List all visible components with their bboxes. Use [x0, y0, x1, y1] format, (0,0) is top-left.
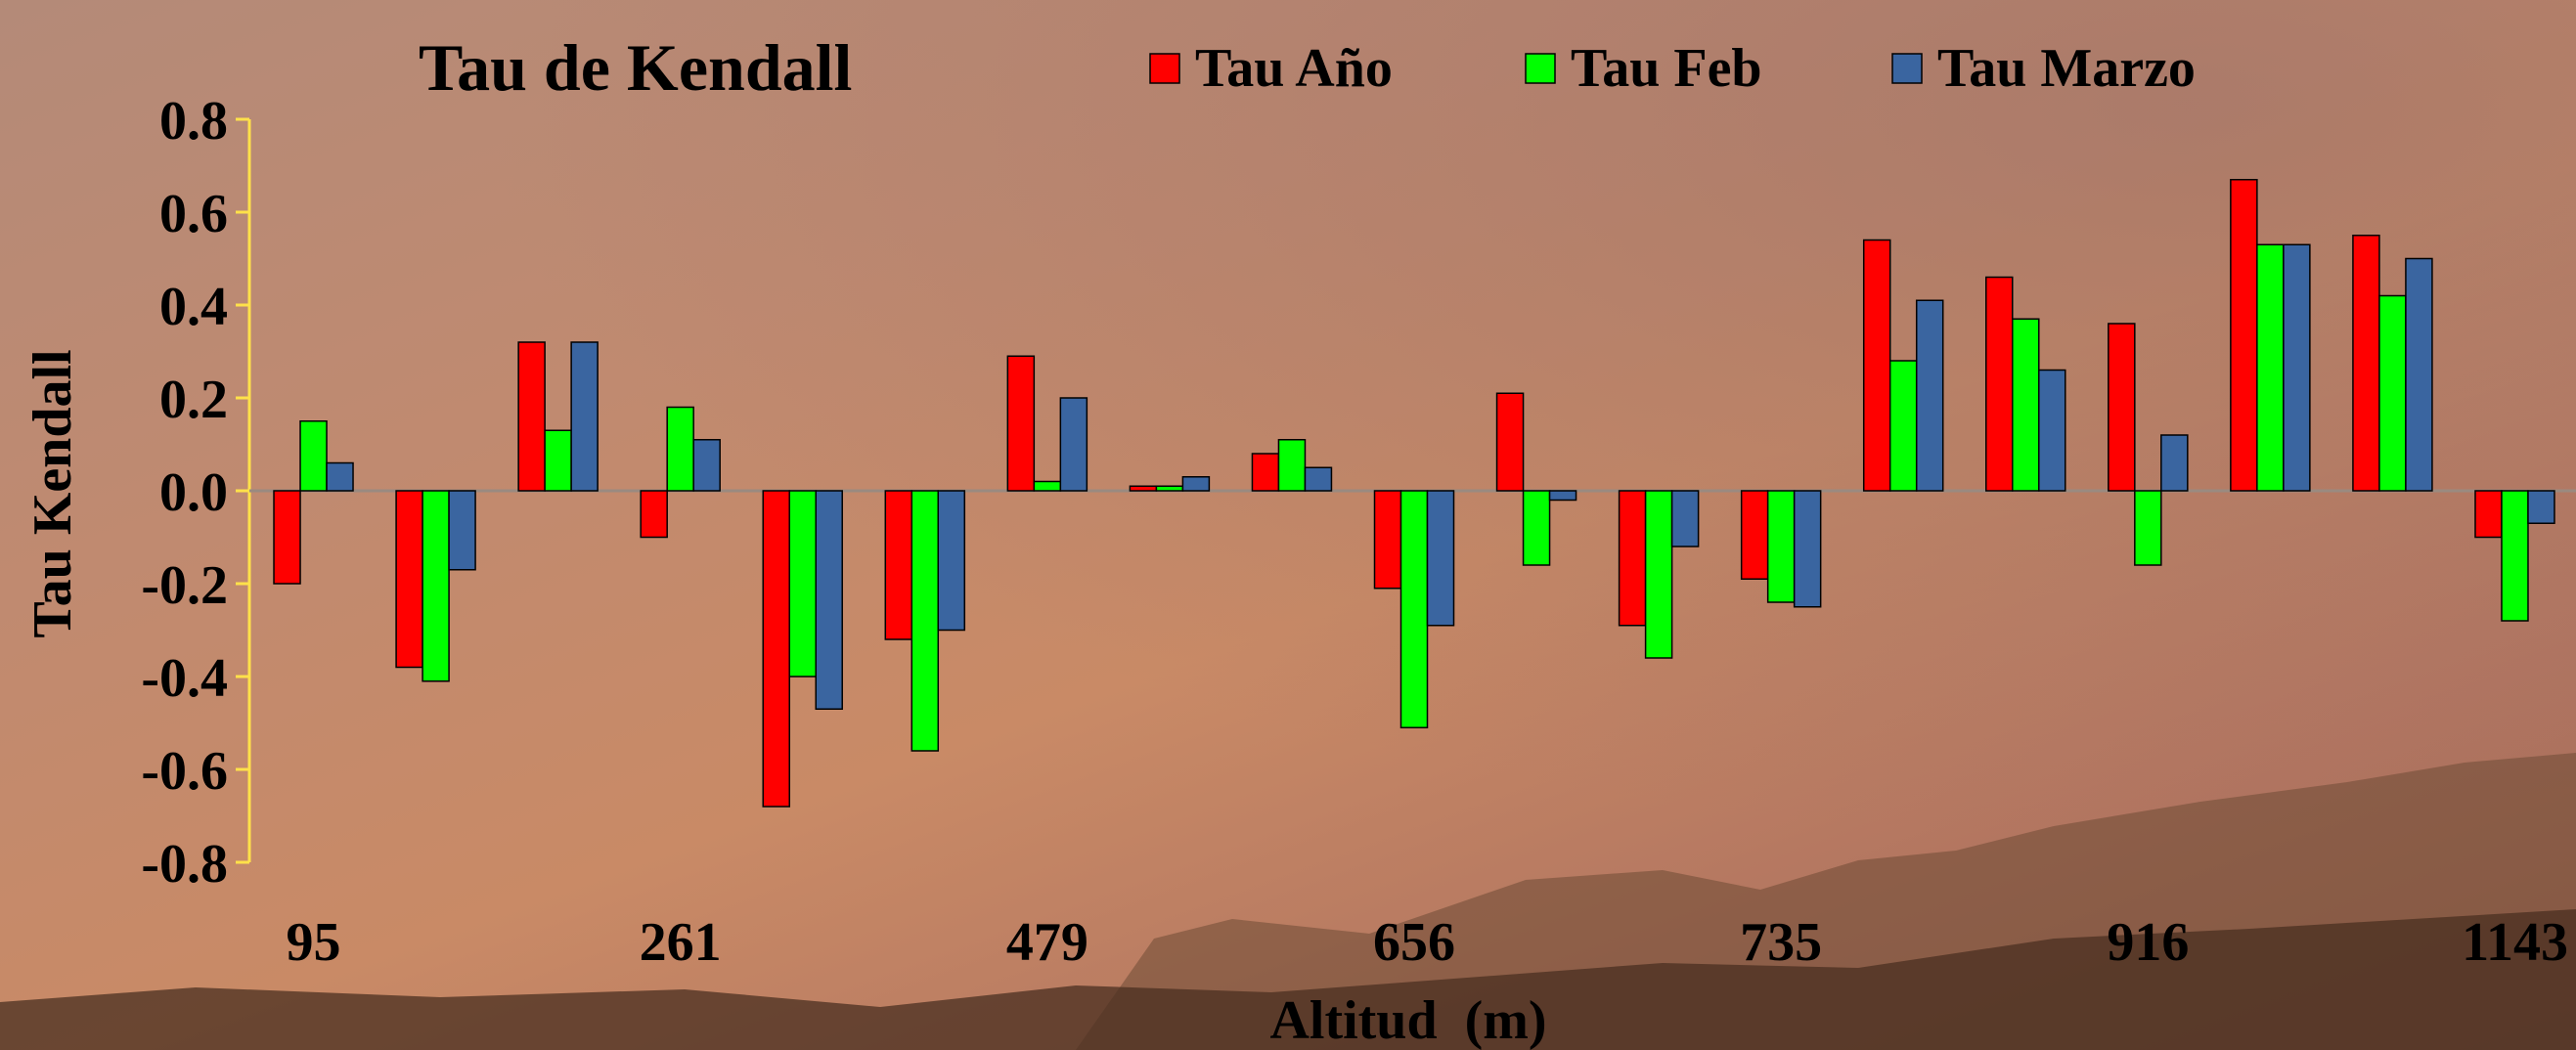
x-tick-label: 1143 [2462, 912, 2568, 973]
bar-tau-marzo-3 [692, 439, 721, 492]
bar-tau-feb-8 [1277, 439, 1307, 492]
y-tick-label: 0.0 [159, 462, 228, 523]
bar-tau-marzo-7 [1181, 476, 1211, 492]
legend-swatch [1891, 53, 1923, 84]
x-tick-label: 261 [640, 912, 722, 973]
bar-tau-feb-16 [2256, 243, 2285, 492]
y-tick-label: 0.4 [159, 277, 228, 337]
x-tick-label: 479 [1006, 912, 1088, 973]
bar-tau-feb-13 [1888, 360, 1918, 492]
y-tick-label: -0.4 [141, 648, 228, 709]
chart-title: Tau de Kendall [419, 30, 852, 105]
bar-tau-marzo-15 [2160, 434, 2189, 492]
bar-tau-a-o-1 [395, 490, 423, 669]
legend-swatch [1149, 53, 1180, 84]
bar-tau-a-o-17 [2352, 235, 2380, 492]
bar-tau-marzo-1 [448, 490, 476, 571]
x-tick-label: 656 [1373, 912, 1455, 973]
bar-tau-feb-7 [1155, 485, 1184, 492]
bar-tau-marzo-10 [1548, 490, 1577, 502]
bar-tau-a-o-13 [1862, 239, 1891, 492]
bar-tau-a-o-16 [2230, 179, 2258, 492]
bar-tau-marzo-16 [2283, 243, 2311, 492]
y-tick-label: 0.8 [159, 91, 228, 152]
legend-swatch [1525, 53, 1556, 84]
background-ridge [0, 909, 2576, 1050]
bar-tau-marzo-6 [1059, 397, 1088, 492]
bar-tau-marzo-4 [815, 490, 843, 710]
bar-tau-marzo-17 [2405, 257, 2433, 492]
bar-tau-a-o-10 [1495, 392, 1525, 492]
bar-tau-feb-1 [422, 490, 450, 682]
bar-tau-feb-14 [2012, 318, 2040, 492]
bar-tau-marzo-5 [937, 490, 966, 632]
bar-tau-feb-9 [1399, 490, 1429, 728]
bar-tau-marzo-11 [1670, 490, 1700, 547]
bar-tau-a-o-15 [2108, 323, 2136, 492]
bar-tau-a-o-3 [640, 490, 668, 539]
y-tick-label: -0.8 [141, 834, 228, 895]
bar-tau-feb-0 [299, 420, 328, 492]
bar-tau-a-o-5 [884, 490, 913, 640]
legend-label: Tau Feb [1571, 38, 1762, 99]
x-tick-label: 95 [287, 912, 341, 973]
bar-tau-feb-17 [2378, 294, 2407, 492]
bar-tau-a-o-12 [1740, 490, 1769, 580]
x-axis-label: Altitud (m) [1269, 990, 1546, 1050]
bar-tau-feb-6 [1033, 480, 1062, 492]
bar-tau-a-o-0 [273, 490, 301, 585]
bar-tau-feb-5 [910, 490, 940, 752]
legend-label: Tau Año [1195, 38, 1393, 99]
bar-tau-a-o-4 [762, 490, 790, 808]
legend: Tau Año Tau Feb Tau Marzo [1149, 38, 2196, 99]
y-tick-label: 0.2 [159, 370, 228, 430]
bar-tau-marzo-2 [570, 341, 599, 492]
bar-tau-a-o-7 [1129, 485, 1158, 492]
bar-tau-a-o-2 [517, 341, 546, 492]
bar-tau-feb-15 [2134, 490, 2162, 566]
x-tick-label: 916 [2107, 912, 2189, 973]
x-tick-label: 735 [1740, 912, 1822, 973]
bar-tau-feb-18 [2501, 490, 2529, 622]
bar-tau-feb-4 [788, 490, 817, 678]
bar-tau-a-o-18 [2474, 490, 2503, 539]
bar-tau-feb-11 [1644, 490, 1673, 659]
bar-tau-marzo-8 [1304, 466, 1333, 492]
bar-tau-feb-3 [666, 406, 694, 492]
y-tick-label: -0.2 [141, 555, 228, 616]
y-axis-label: Tau Kendall [22, 349, 83, 637]
bar-tau-marzo-9 [1426, 490, 1455, 627]
bar-tau-marzo-12 [1793, 490, 1822, 608]
bar-tau-feb-12 [1766, 490, 1796, 603]
bar-tau-marzo-13 [1915, 299, 1944, 492]
bar-tau-marzo-0 [326, 461, 354, 492]
y-tick-label: -0.6 [141, 741, 228, 802]
bar-tau-a-o-8 [1251, 453, 1280, 492]
legend-label: Tau Marzo [1937, 38, 2196, 99]
bar-tau-a-o-11 [1618, 490, 1647, 627]
bar-tau-a-o-9 [1373, 490, 1402, 590]
bar-tau-marzo-14 [2038, 369, 2066, 492]
bar-tau-a-o-6 [1006, 355, 1036, 492]
bar-tau-marzo-18 [2527, 490, 2555, 524]
bar-tau-a-o-14 [1985, 276, 2014, 492]
y-tick-label: 0.6 [159, 184, 228, 244]
bar-tau-feb-10 [1522, 490, 1551, 566]
bar-tau-feb-2 [544, 429, 572, 492]
